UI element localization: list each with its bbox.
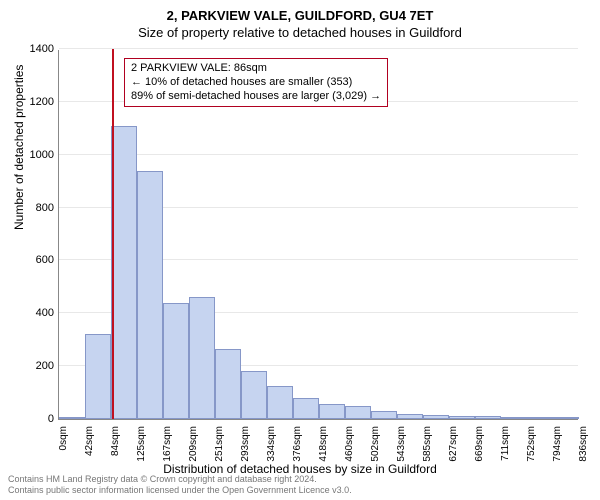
plot-area: 2 PARKVIEW VALE: 86sqm ← 10% of detached… xyxy=(58,50,578,420)
histogram-bar xyxy=(345,406,371,419)
chart-container: 2, PARKVIEW VALE, GUILDFORD, GU4 7ET Siz… xyxy=(0,0,600,500)
histogram-bar xyxy=(475,416,501,419)
y-tick-label: 1400 xyxy=(14,43,54,55)
marker-line xyxy=(112,49,114,419)
chart-title-1: 2, PARKVIEW VALE, GUILDFORD, GU4 7ET xyxy=(0,0,600,23)
histogram-bar xyxy=(423,415,449,419)
histogram-bar xyxy=(371,411,397,419)
y-tick-label: 600 xyxy=(14,254,54,266)
histogram-bar xyxy=(553,417,579,419)
footer-line-2: Contains public sector information licen… xyxy=(8,485,352,496)
histogram-bar xyxy=(85,334,111,419)
histogram-bar xyxy=(241,371,267,419)
histogram-bar xyxy=(293,398,319,419)
histogram-bar xyxy=(163,303,189,419)
histogram-bar xyxy=(449,416,475,419)
histogram-bar xyxy=(137,171,163,419)
histogram-bar xyxy=(527,417,553,419)
histogram-bar xyxy=(189,297,215,419)
y-tick-label: 200 xyxy=(14,360,54,372)
footer-text: Contains HM Land Registry data © Crown c… xyxy=(8,474,352,496)
histogram-bar xyxy=(111,126,137,419)
histogram-bar xyxy=(59,417,85,419)
histogram-bar xyxy=(397,414,423,419)
y-tick-label: 0 xyxy=(14,413,54,425)
histogram-bar xyxy=(501,417,527,419)
chart-title-2: Size of property relative to detached ho… xyxy=(0,23,600,40)
annotation-line-3: 89% of semi-detached houses are larger (… xyxy=(131,90,381,104)
annotation-line-2: ← 10% of detached houses are smaller (35… xyxy=(131,76,381,90)
y-tick-label: 1200 xyxy=(14,96,54,108)
annotation-line-1: 2 PARKVIEW VALE: 86sqm xyxy=(131,62,381,76)
y-tick-label: 400 xyxy=(14,307,54,319)
histogram-bar xyxy=(267,386,293,419)
histogram-bar xyxy=(319,404,345,419)
y-tick-label: 800 xyxy=(14,202,54,214)
y-tick-label: 1000 xyxy=(14,149,54,161)
histogram-bar xyxy=(215,349,241,419)
footer-line-1: Contains HM Land Registry data © Crown c… xyxy=(8,474,352,485)
annotation-box: 2 PARKVIEW VALE: 86sqm ← 10% of detached… xyxy=(124,58,388,107)
gridline xyxy=(59,48,578,49)
